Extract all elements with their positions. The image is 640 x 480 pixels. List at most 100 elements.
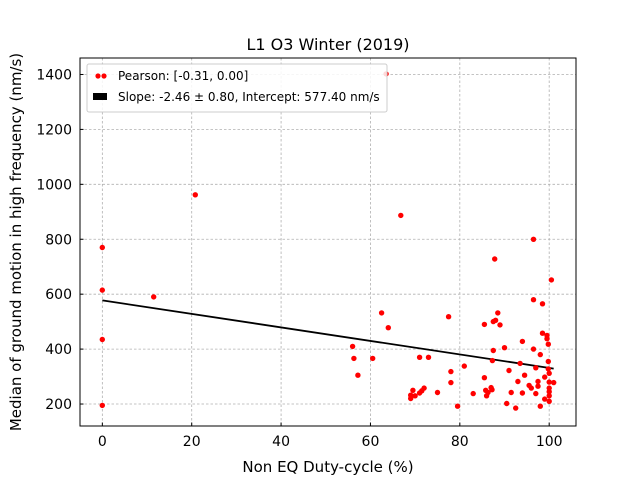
legend-box: [86, 63, 388, 113]
scatter-point: [425, 354, 432, 360]
legend-marker-pearson: [95, 73, 101, 79]
scatter-point: [546, 398, 552, 404]
scatter-point: [410, 387, 416, 393]
scatter-point: [548, 277, 555, 283]
y-axis-ticks: 200 400 600 800 1000 1200 1400: [36, 67, 84, 413]
scatter-point: [99, 287, 106, 293]
scatter-point: [489, 357, 496, 364]
scatter-point: [481, 375, 488, 381]
scatter-point: [517, 360, 523, 367]
chart-title: L1 O3 Winter (2019): [246, 35, 409, 54]
legend-marker-fit: [93, 93, 107, 100]
scatter-point: [481, 321, 488, 328]
scatter-point: [99, 244, 106, 251]
scatter-point: [448, 368, 454, 375]
y-tick-label: 400: [45, 342, 72, 358]
scatter-point: [349, 343, 356, 350]
x-tick-label: 100: [536, 434, 563, 450]
scatter-point: [385, 325, 391, 331]
scatter-point: [378, 310, 385, 316]
y-tick-label: 1000: [36, 177, 72, 193]
scatter-point: [99, 402, 106, 409]
scatter-point: [454, 403, 461, 409]
scatter-point: [546, 379, 552, 385]
scatter-point: [546, 393, 552, 399]
scatter-point: [434, 389, 441, 396]
scatter-point: [546, 370, 552, 376]
scatter-point: [495, 310, 501, 316]
scatter-points: [99, 71, 557, 411]
scatter-point: [492, 256, 498, 262]
scatter-point: [542, 396, 548, 402]
scatter-point: [470, 390, 476, 397]
scatter-point: [546, 389, 552, 395]
scatter-point: [544, 336, 550, 342]
scatter-point: [448, 379, 454, 386]
grid: [80, 58, 576, 426]
scatter-point: [355, 372, 361, 378]
y-axis-label: Median of ground motion in high frequenc…: [7, 53, 25, 431]
y-tick-label: 1400: [36, 67, 72, 83]
scatter-point: [416, 354, 423, 360]
y-tick-label: 200: [45, 397, 72, 413]
x-tick-label: 0: [98, 434, 107, 450]
plot-area-frame: [79, 57, 577, 427]
scatter-point: [412, 393, 418, 399]
scatter-point: [528, 385, 534, 391]
legend-marker-pearson: [101, 73, 107, 79]
scatter-point: [508, 389, 514, 396]
scatter-point: [99, 336, 106, 343]
scatter-point: [151, 294, 157, 300]
y-tick-label: 1200: [36, 122, 72, 138]
scatter-point: [485, 389, 491, 396]
scatter-point: [519, 390, 526, 396]
x-tick-label: 80: [451, 434, 469, 450]
scatter-point: [551, 379, 557, 386]
scatter-point: [192, 192, 198, 198]
scatter-point: [492, 317, 499, 323]
x-axis-label: Non EQ Duty-cycle (%): [242, 458, 413, 476]
scatter-point: [351, 355, 357, 362]
scatter-point: [521, 372, 528, 378]
scatter-point: [497, 322, 503, 328]
scatter-point: [370, 355, 376, 362]
x-tick-label: 60: [362, 434, 380, 450]
x-tick-label: 20: [183, 434, 201, 450]
scatter-point: [533, 390, 539, 397]
regression-line-group: [102, 299, 554, 370]
x-axis-ticks: 0 20 40 60 80 100: [98, 422, 563, 450]
scatter-point: [398, 212, 404, 219]
y-tick-label: 600: [45, 287, 72, 303]
scatter-point: [537, 351, 543, 358]
scatter-point: [506, 367, 512, 374]
scatter-point: [530, 346, 537, 352]
scatter-point: [542, 374, 548, 380]
scatter-point: [545, 341, 551, 347]
scatter-point: [445, 314, 452, 320]
scatter-point: [539, 301, 546, 307]
scatter-point: [513, 405, 519, 411]
y-tick-label: 800: [45, 232, 72, 248]
scatter-point: [535, 378, 541, 385]
x-tick-label: 40: [272, 434, 290, 450]
scatter-point: [504, 400, 510, 407]
scatter-point: [501, 345, 508, 351]
legend-label-fit: Slope: -2.46 ± 0.80, Intercept: 577.40 n…: [118, 90, 380, 104]
scatter-point: [490, 347, 496, 354]
legend-label-pearson: Pearson: [-0.31, 0.00]: [118, 69, 248, 83]
scatter-point: [545, 366, 551, 372]
scatter-point: [545, 358, 551, 365]
scatter-point: [408, 395, 414, 402]
scatter-point: [421, 385, 427, 391]
scatter-point: [519, 338, 526, 345]
scatter-point: [530, 297, 537, 303]
legend: Pearson: [-0.31, 0.00] Slope: -2.46 ± 0.…: [86, 63, 388, 113]
scatter-point: [461, 363, 467, 369]
scatter-point: [535, 383, 541, 389]
scatter-point: [537, 403, 543, 409]
scatter-point: [530, 236, 537, 242]
scatter-point: [539, 330, 546, 336]
regression-line: [102, 299, 554, 370]
scatter-point: [515, 378, 521, 385]
